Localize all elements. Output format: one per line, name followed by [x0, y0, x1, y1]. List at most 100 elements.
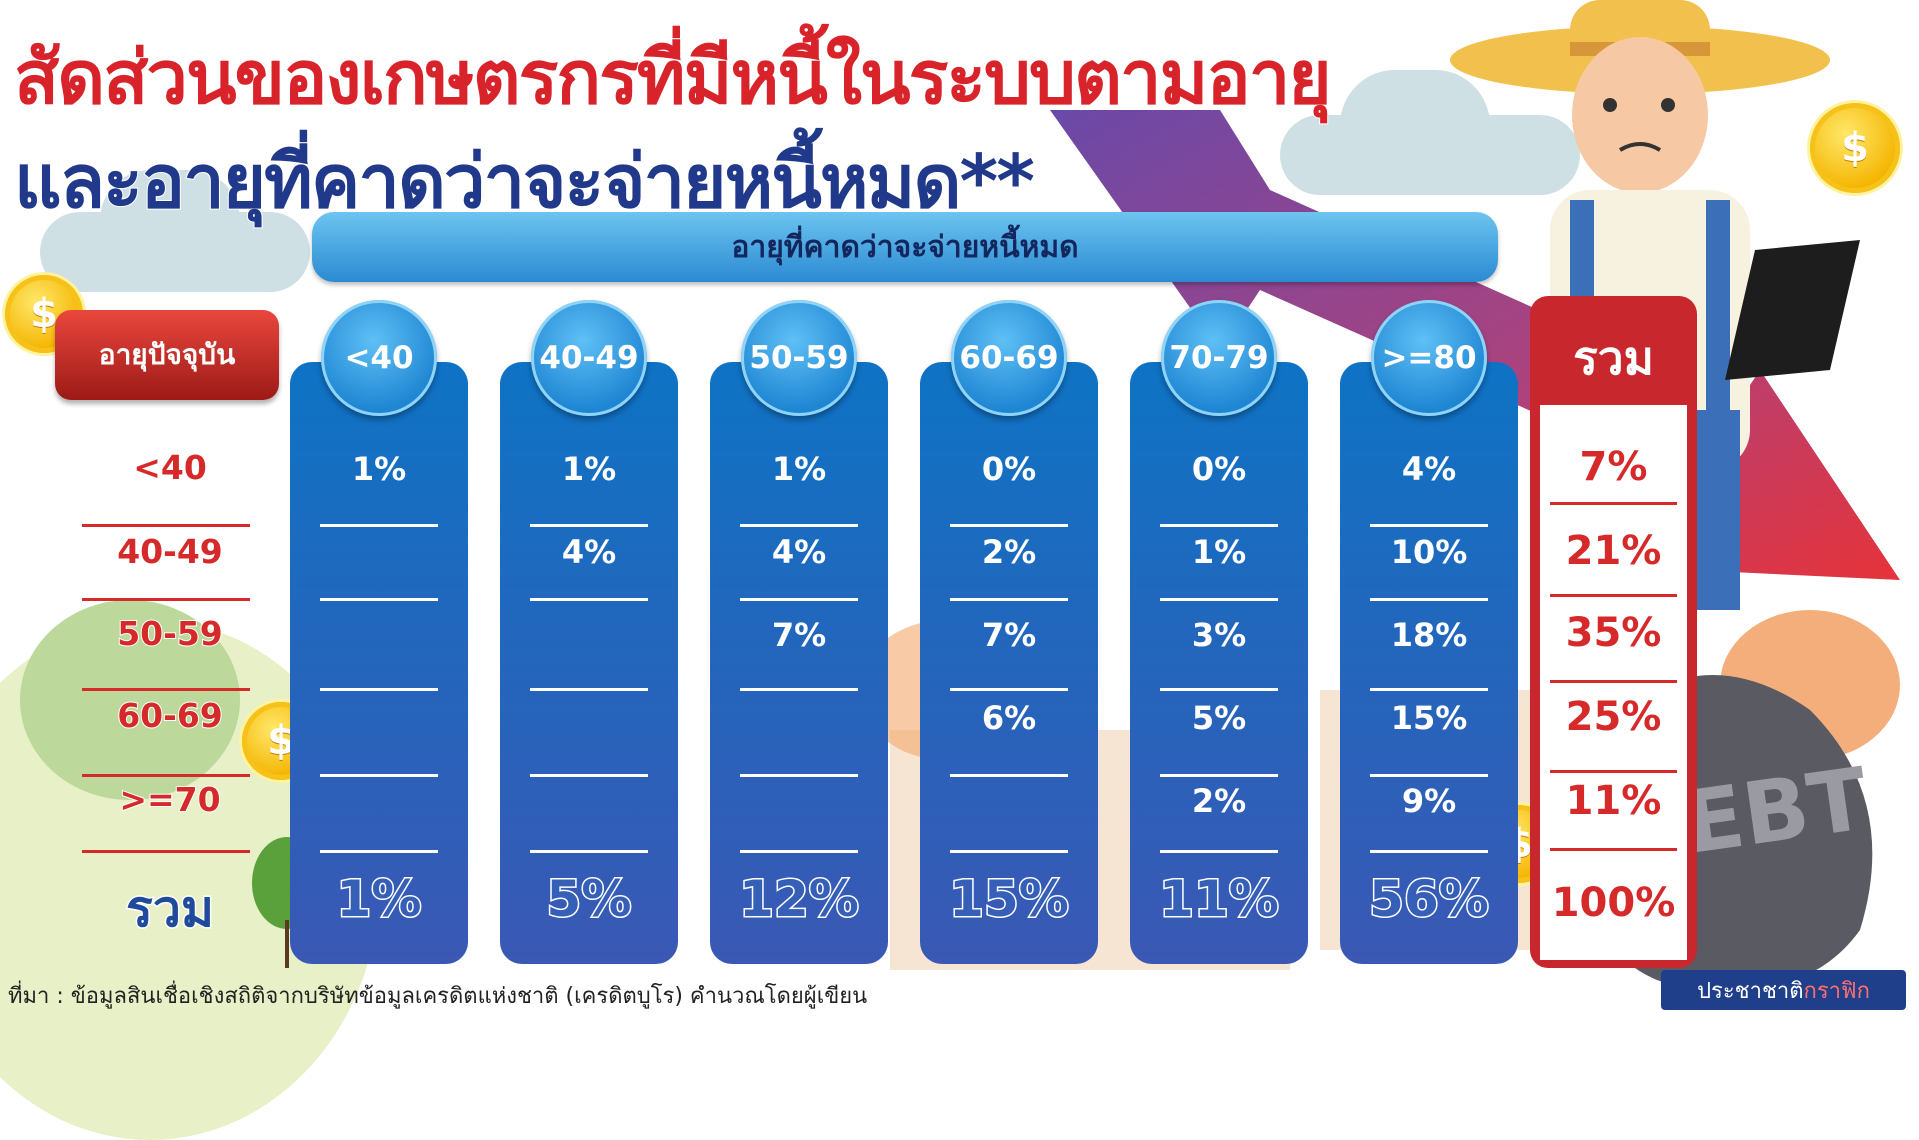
column-50-59	[710, 362, 888, 964]
column-header-80-plus: >=80	[1371, 300, 1487, 416]
cloud-right-top	[1340, 70, 1490, 180]
cloud-left-top	[100, 170, 240, 270]
cell: 4%	[1401, 450, 1457, 488]
cell: 15%	[1390, 699, 1468, 737]
cell-divider	[530, 688, 648, 691]
row-label-40-49: 40-49	[116, 531, 224, 572]
row-divider	[82, 598, 250, 601]
cell-divider	[740, 688, 858, 691]
cell: 1%	[1191, 533, 1247, 571]
cell: 4%	[561, 533, 617, 571]
brand-logo: ประชาชาติ กราฟิก	[1661, 970, 1906, 1010]
row-total-cell: 7%	[1579, 443, 1649, 491]
total-column-header: รวม	[1573, 331, 1654, 385]
cell-divider	[740, 598, 858, 601]
cell-divider	[1160, 850, 1278, 853]
cell-divider	[320, 598, 438, 601]
row-divider	[82, 850, 250, 853]
column-header-70-79: 70-79	[1161, 300, 1277, 416]
column-40-49	[500, 362, 678, 964]
row-divider	[82, 774, 250, 777]
total-divider	[1550, 848, 1677, 851]
cell: 18%	[1390, 616, 1468, 654]
cell: 1%	[771, 450, 827, 488]
column-total: 1%	[335, 869, 423, 930]
cell-divider	[320, 774, 438, 777]
cell-divider	[1370, 850, 1488, 853]
total-divider	[1550, 680, 1677, 683]
row-total-cell: 35%	[1565, 609, 1663, 657]
cell: 5%	[1191, 699, 1247, 737]
row-total-cell: 25%	[1565, 693, 1663, 741]
cell-divider	[1160, 774, 1278, 777]
row-divider	[82, 524, 250, 527]
row-label-under-40: <40	[132, 447, 208, 488]
cell-divider	[950, 850, 1068, 853]
cell-divider	[530, 524, 648, 527]
cell-divider	[950, 688, 1068, 691]
cell-divider	[950, 774, 1068, 777]
cell-divider	[1160, 524, 1278, 527]
cell: 9%	[1401, 782, 1457, 820]
cell-divider	[320, 850, 438, 853]
cell-divider	[1160, 688, 1278, 691]
brand-part-1: ประชาชาติ	[1697, 978, 1804, 1004]
column-total: 15%	[948, 869, 1071, 930]
row-total-cell: 11%	[1565, 777, 1663, 825]
cell: 1%	[351, 450, 407, 488]
column-header-50-59: 50-59	[741, 300, 857, 416]
row-divider	[82, 688, 250, 691]
cell-divider	[1370, 598, 1488, 601]
cell: 2%	[1191, 782, 1247, 820]
cell: 0%	[1191, 450, 1247, 488]
column-group-header: อายุที่คาดว่าจะจ่ายหนี้หมด	[312, 212, 1498, 282]
column-header-40-49: 40-49	[531, 300, 647, 416]
column-80-plus	[1340, 362, 1518, 964]
title-line-1: สัดส่วนของเกษตรกรที่มีหนี้ในระบบตามอายุ	[13, 34, 1333, 122]
cell-divider	[740, 524, 858, 527]
cell-divider	[740, 774, 858, 777]
green-bush	[20, 600, 240, 800]
cell-divider	[1160, 598, 1278, 601]
row-label-50-59: 50-59	[116, 613, 224, 654]
cell-divider	[320, 524, 438, 527]
column-60-69	[920, 362, 1098, 964]
cell: 7%	[981, 616, 1037, 654]
row-group-header: อายุปัจจุบัน	[55, 310, 279, 400]
column-total: 12%	[738, 869, 861, 930]
cell: 10%	[1390, 533, 1468, 571]
cell-divider	[530, 850, 648, 853]
cell-divider	[320, 688, 438, 691]
column-under-40	[290, 362, 468, 964]
row-label-total: รวม	[125, 879, 216, 940]
cell-divider	[740, 850, 858, 853]
column-total: 56%	[1368, 869, 1491, 930]
tree-trunk	[285, 920, 289, 968]
column-header-60-69: 60-69	[951, 300, 1067, 416]
total-divider	[1550, 502, 1677, 505]
cell-divider	[1370, 524, 1488, 527]
cell: 0%	[981, 450, 1037, 488]
cell: 2%	[981, 533, 1037, 571]
cell: 4%	[771, 533, 827, 571]
column-header-under-40: <40	[321, 300, 437, 416]
cell: 6%	[981, 699, 1037, 737]
total-divider	[1550, 594, 1677, 597]
column-total: 5%	[545, 869, 633, 930]
brand-part-2: กราฟิก	[1803, 978, 1870, 1004]
grand-total-cell: 100%	[1551, 879, 1677, 927]
cell: 1%	[561, 450, 617, 488]
row-total-cell: 21%	[1565, 527, 1663, 575]
row-label-60-69: 60-69	[116, 695, 224, 736]
cell-divider	[530, 774, 648, 777]
cell: 7%	[771, 616, 827, 654]
column-70-79	[1130, 362, 1308, 964]
column-total: 11%	[1158, 869, 1281, 930]
title-line-2: และอายุที่คาดว่าจะจ่ายหนี้หมด**	[13, 138, 1036, 226]
row-label-70-plus: >=70	[118, 779, 221, 820]
cell-divider	[1370, 774, 1488, 777]
dollar-coin-icon: $	[1810, 103, 1900, 193]
total-divider	[1550, 770, 1677, 773]
cell: 3%	[1191, 616, 1247, 654]
cell-divider	[950, 524, 1068, 527]
